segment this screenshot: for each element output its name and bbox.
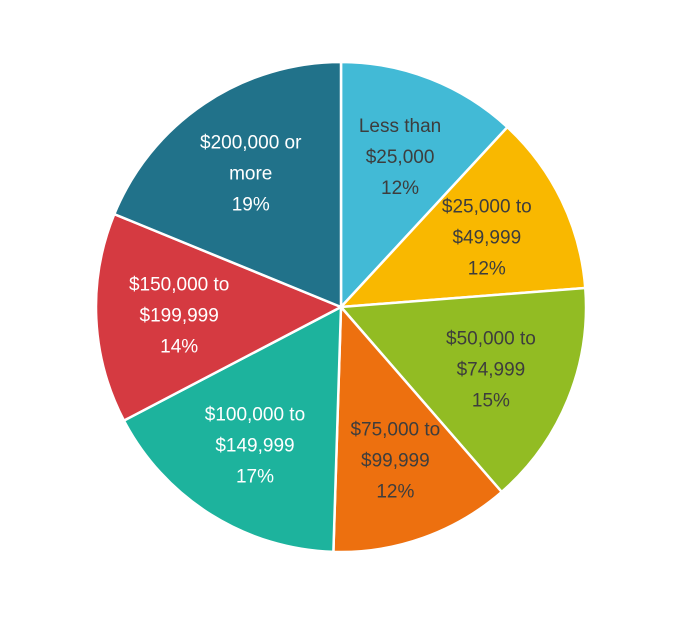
slice-label: Less than $25,000 12% [359, 116, 441, 199]
slice-category-text: $149,999 [215, 435, 294, 456]
slice-label: $75,000 to $99,999 12% [350, 420, 440, 503]
pie-slice [113, 60, 343, 309]
slice-percent: 12% [381, 178, 419, 199]
pie-slices [94, 60, 588, 554]
pie-slice [94, 212, 343, 422]
slice-percent: 17% [236, 466, 274, 487]
slice-category-text: $199,999 [140, 306, 219, 327]
slice-category-text: $49,999 [452, 227, 521, 248]
pie-slice [122, 305, 343, 554]
slice-label: $50,000 to $74,999 15% [446, 328, 536, 411]
slice-category-text: $200,000 or [200, 132, 302, 153]
slice-percent: 15% [472, 390, 510, 411]
slice-label: $200,000 or more 19% [200, 132, 302, 215]
slice-category-text: $75,000 to [350, 420, 440, 441]
slice-label: $100,000 to $149,999 17% [205, 404, 305, 487]
slice-category-text: $100,000 to [205, 404, 305, 425]
pie-slice [339, 125, 587, 309]
slice-category-text: $74,999 [457, 359, 526, 380]
slice-label: $25,000 to $49,999 12% [442, 196, 532, 279]
slice-label: $150,000 to $199,999 14% [129, 275, 229, 358]
pie-slice [332, 305, 503, 554]
slice-category-text: $25,000 [366, 147, 435, 168]
pie-slice [339, 60, 509, 309]
slice-category-text: $99,999 [361, 451, 430, 472]
slice-category-text: $150,000 to [129, 275, 229, 296]
pie-labels: Less than $25,000 12%$25,000 to $49,999 12%$… [129, 116, 536, 502]
slice-percent: 19% [232, 194, 270, 215]
slice-category-text: $25,000 to [442, 196, 532, 217]
pie-slice [339, 286, 588, 494]
slice-category-text: more [229, 163, 272, 184]
slice-percent: 12% [376, 482, 414, 503]
slice-percent: 14% [160, 337, 198, 358]
slice-category-text: $50,000 to [446, 328, 536, 349]
slice-category-text: Less than [359, 116, 441, 137]
slice-percent: 12% [468, 258, 506, 279]
